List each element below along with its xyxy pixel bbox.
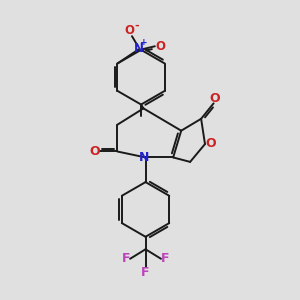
Text: F: F — [141, 266, 150, 279]
Text: O: O — [124, 24, 134, 37]
Text: O: O — [89, 145, 100, 158]
Text: O: O — [210, 92, 220, 105]
Text: F: F — [122, 252, 130, 265]
Text: -: - — [134, 20, 139, 31]
Text: O: O — [156, 40, 166, 53]
Text: O: O — [206, 137, 216, 150]
Text: +: + — [140, 38, 148, 47]
Text: F: F — [161, 252, 170, 265]
Text: N: N — [139, 151, 149, 164]
Text: N: N — [134, 42, 144, 55]
